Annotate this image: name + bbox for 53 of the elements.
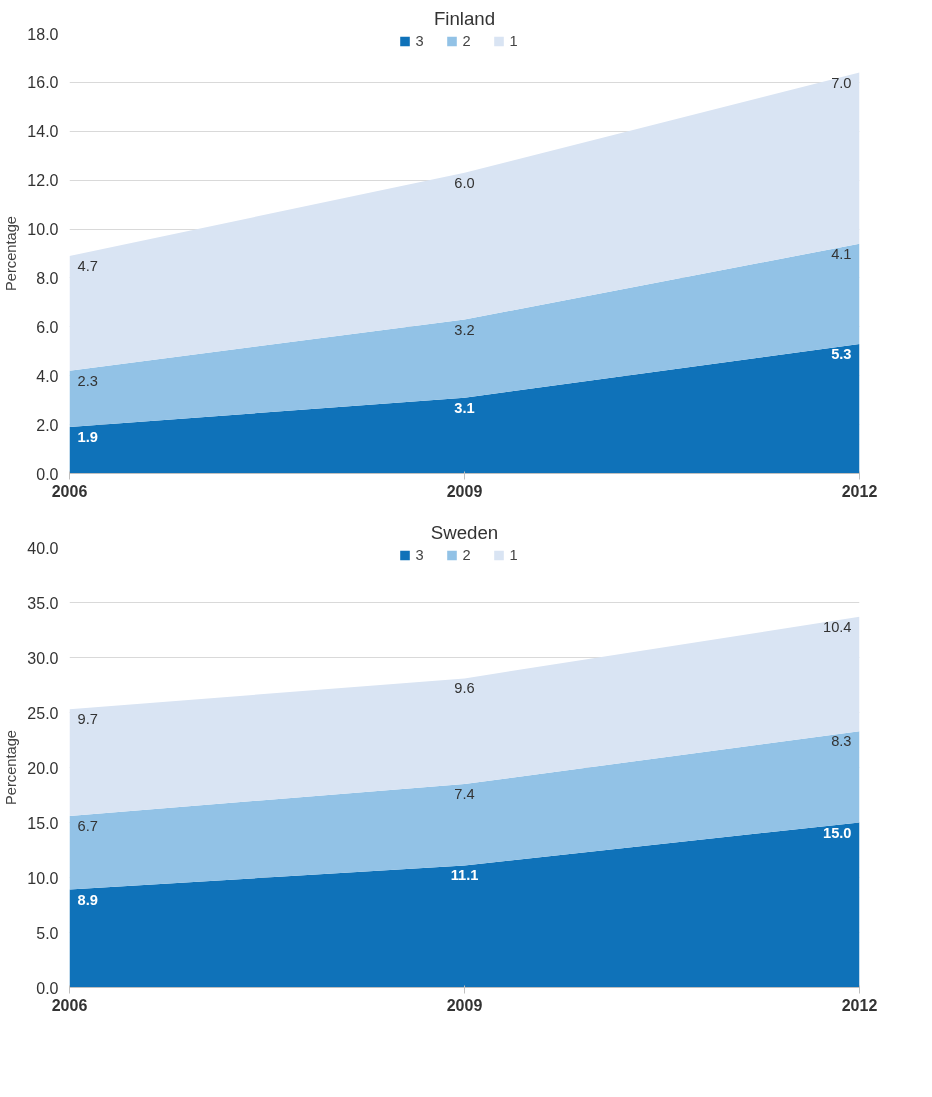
y-tick-label: 5.0: [36, 924, 59, 942]
x-tick-label: 2012: [841, 482, 878, 500]
y-tick-label: 0.0: [36, 465, 59, 483]
y-tick-label: 10.0: [27, 869, 59, 887]
x-tick-label: 2006: [51, 482, 88, 500]
y-tick-label: 35.0: [27, 594, 59, 612]
y-tick-label: 20.0: [27, 759, 59, 777]
chart-title: Sweden: [430, 521, 499, 543]
legend-label: 1: [509, 33, 519, 49]
data-label: 6.7: [77, 817, 98, 834]
data-label: 15.0: [822, 824, 852, 841]
data-label: 6.0: [454, 174, 475, 191]
data-label: 8.3: [831, 733, 852, 750]
y-tick-label: 15.0: [27, 814, 59, 832]
y-tick-label: 14.0: [27, 123, 59, 141]
data-label: 2.3: [77, 372, 98, 389]
y-tick-label: 4.0: [36, 367, 59, 385]
y-tick-label: 8.0: [36, 269, 59, 287]
legend-label: 3: [415, 33, 425, 49]
data-label: 3.2: [454, 321, 475, 338]
y-tick-label: 0.0: [36, 979, 59, 997]
y-tick-label: 10.0: [27, 221, 59, 239]
data-label: 7.0: [831, 74, 852, 91]
y-tick-label: 12.0: [27, 172, 59, 190]
y-tick-label: 6.0: [36, 318, 59, 336]
legend-label: 3: [415, 547, 425, 563]
data-label: 5.3: [831, 345, 852, 362]
legend-label: 2: [462, 33, 472, 49]
data-label: 9.6: [454, 680, 475, 697]
data-label: 1.9: [77, 429, 98, 446]
data-label: 7.4: [454, 786, 475, 802]
y-tick-label: 40.0: [27, 539, 59, 557]
y-axis-title: Percentage: [3, 730, 20, 805]
x-tick-label: 2009: [446, 482, 483, 500]
data-label: 9.7: [77, 711, 98, 728]
data-label: 11.1: [450, 867, 479, 884]
y-tick-label: 25.0: [27, 704, 59, 722]
data-label: 8.9: [77, 891, 98, 908]
x-tick-label: 2006: [51, 996, 88, 1014]
legend-label: 2: [462, 547, 472, 563]
y-axis-title: Percentage: [3, 216, 20, 291]
data-label: 10.4: [822, 618, 852, 635]
chart-title: Finland: [433, 7, 496, 29]
data-label: 4.7: [77, 257, 98, 274]
x-tick-label: 2012: [841, 996, 878, 1014]
y-tick-label: 2.0: [36, 416, 59, 434]
data-label: 4.1: [831, 245, 852, 262]
data-label: 3.1: [454, 399, 475, 416]
y-tick-label: 16.0: [27, 74, 59, 92]
legend-label: 1: [509, 547, 519, 563]
y-tick-label: 30.0: [27, 649, 59, 667]
x-tick-label: 2009: [446, 996, 483, 1014]
y-tick-label: 18.0: [27, 25, 59, 43]
